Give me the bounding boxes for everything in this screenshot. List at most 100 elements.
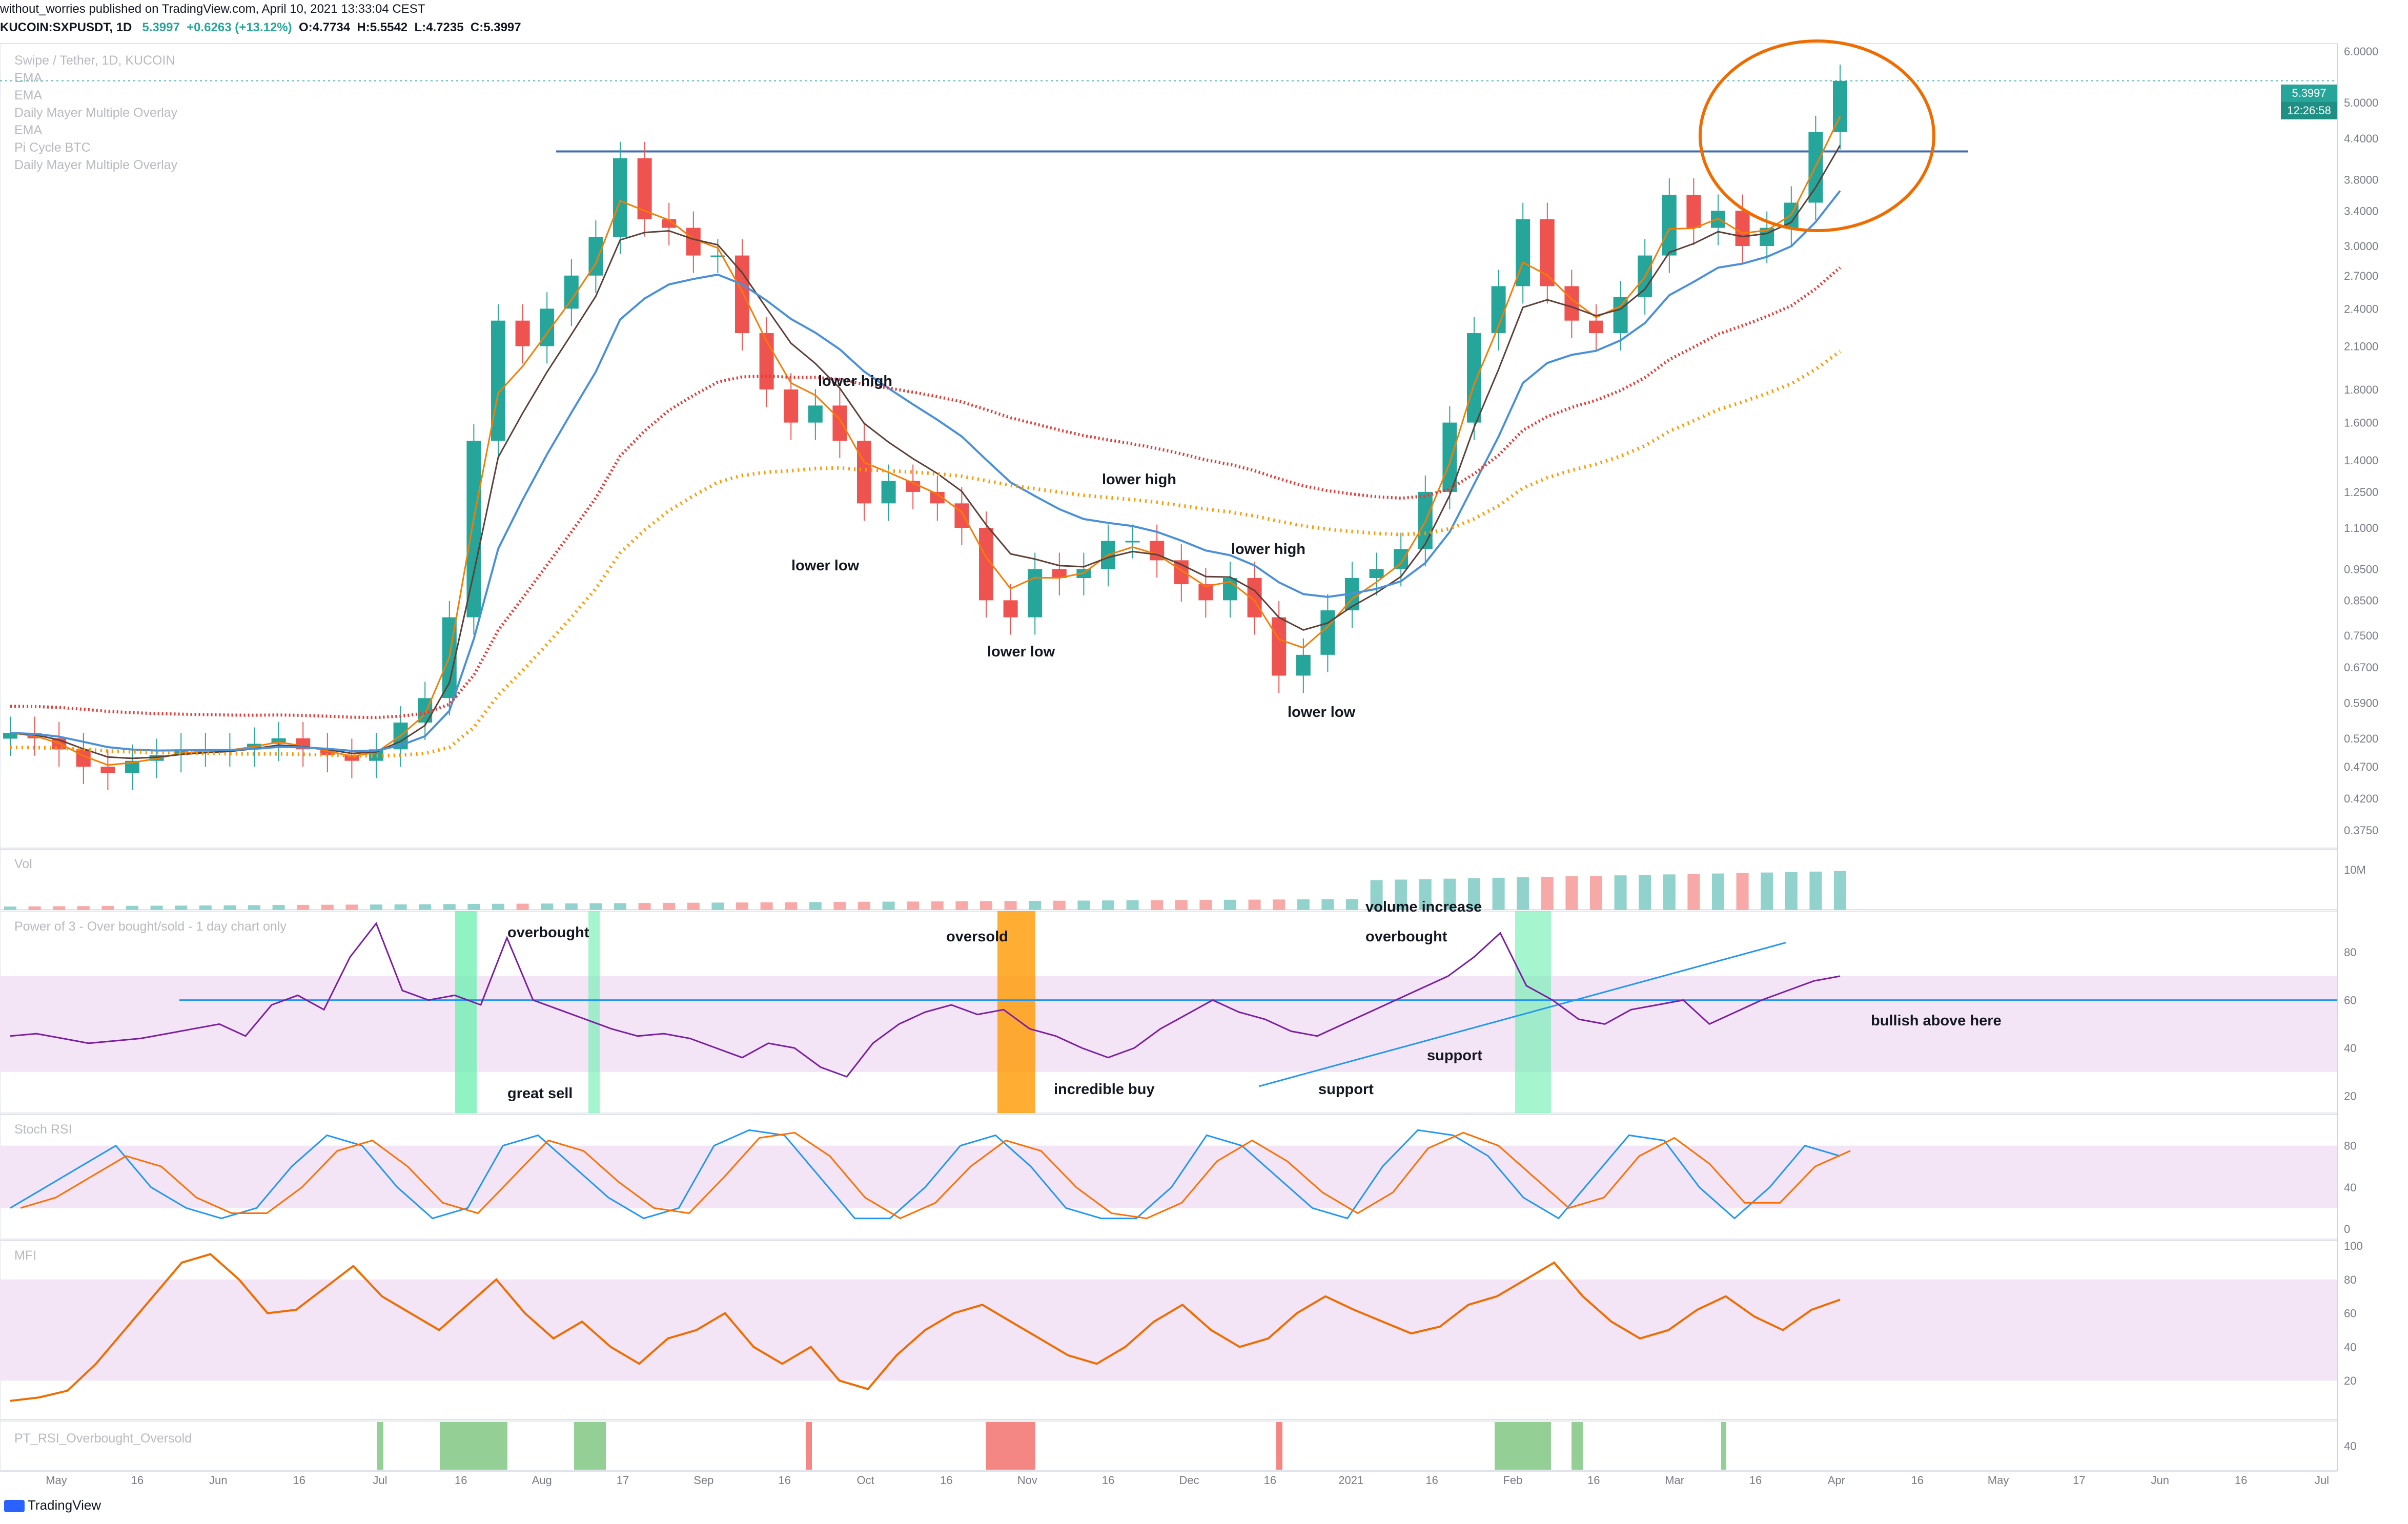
- candle-body: [1272, 617, 1287, 676]
- mfi-pane-title: MFI: [14, 1248, 37, 1263]
- candle-body: [686, 228, 701, 256]
- price-tick-label: 5.0000: [2344, 96, 2378, 109]
- candle-body: [1686, 195, 1701, 228]
- volume-bar: [248, 905, 260, 910]
- time-tick-label: Oct: [856, 1474, 874, 1487]
- volume-bar: [1395, 879, 1407, 910]
- candle-body: [174, 749, 189, 755]
- volume-bar: [809, 902, 822, 910]
- volume-bar: [565, 903, 578, 910]
- volume-bar: [1541, 876, 1554, 910]
- legend-pi-cycle[interactable]: Pi Cycle BTC: [14, 140, 91, 155]
- price-tick-label: 6.0000: [2344, 45, 2378, 58]
- candle-body: [906, 481, 921, 492]
- candle-body: [1125, 541, 1140, 543]
- volume-bar: [980, 901, 992, 910]
- annotation-oversold: oversold: [946, 929, 1008, 945]
- time-tick-label: 16: [940, 1474, 952, 1487]
- ptrsi-signal-bar: [986, 1422, 1035, 1470]
- candle-body: [857, 441, 871, 504]
- time-tick-label: Aug: [532, 1474, 552, 1487]
- volume-bar: [882, 901, 895, 910]
- price-tick-label: 0.7500: [2344, 629, 2378, 642]
- volume-bar: [1834, 871, 1846, 910]
- volume-bar: [297, 904, 310, 910]
- volume-bar: [345, 904, 358, 910]
- legend-ema-1[interactable]: EMA: [14, 71, 43, 85]
- candle-body: [1003, 600, 1018, 617]
- legend-mayer-1[interactable]: Daily Mayer Multiple Overlay: [14, 106, 178, 120]
- stoch-pane-title: Stoch RSI: [14, 1122, 72, 1137]
- time-tick-label: 16: [293, 1474, 305, 1487]
- ptrsi-signal-bar: [440, 1422, 507, 1470]
- tradingview-footer[interactable]: TradingView: [4, 1497, 101, 1513]
- pane-vol: [0, 849, 2338, 910]
- volume-bar: [1224, 899, 1236, 910]
- low-value: L:4.7235: [414, 20, 464, 34]
- time-tick-label: Jun: [2151, 1474, 2169, 1487]
- mfi-line: [10, 1253, 1841, 1402]
- volume-bar: [126, 905, 138, 910]
- annotation-lower-low: lower low: [987, 644, 1055, 660]
- annotation-lower-low: lower low: [1288, 704, 1356, 720]
- volume-bar: [370, 904, 382, 910]
- candle-body: [320, 749, 335, 755]
- candle-body: [1589, 320, 1603, 334]
- time-tick-label: May: [46, 1474, 67, 1487]
- candle-body: [100, 767, 115, 773]
- volume-bar: [4, 907, 16, 910]
- volume-bar: [760, 902, 773, 910]
- mayer-orange-line: [10, 349, 1842, 758]
- candle-body: [271, 738, 286, 744]
- volume-bar: [1492, 877, 1505, 910]
- mfi-tick-label: 100: [2344, 1240, 2363, 1252]
- ptrsi-signal-bar: [1495, 1422, 1551, 1470]
- countdown-tag: 12:26:58: [2281, 102, 2337, 119]
- time-tick-label: 16: [455, 1474, 467, 1487]
- price-tick-label: 3.8000: [2344, 173, 2378, 186]
- volume-bar: [419, 904, 432, 910]
- annotation-bullish: bullish above here: [1871, 1013, 2002, 1029]
- last-price: 5.3997: [142, 20, 180, 34]
- volume-bar: [1126, 900, 1139, 910]
- candle-body: [710, 255, 725, 257]
- volume-bar: [394, 904, 407, 910]
- price-tick-label: 1.4000: [2344, 454, 2378, 467]
- candle-body: [808, 405, 823, 423]
- volume-bar: [1248, 899, 1261, 910]
- legend-ema-2[interactable]: EMA: [14, 88, 43, 102]
- candle-body: [1662, 195, 1677, 256]
- volume-bar: [175, 905, 188, 910]
- time-tick-label: Dec: [1179, 1474, 1199, 1487]
- highlight-overbought: [455, 911, 477, 1113]
- volume-bar: [541, 903, 554, 910]
- ema-slow-line: [10, 190, 1841, 752]
- highlight-circle: [1699, 39, 1935, 232]
- mfi-band: [0, 1279, 2337, 1381]
- legend-series[interactable]: Swipe / Tether, 1D, KUCOIN: [14, 53, 175, 68]
- price-tick-label: 2.4000: [2344, 302, 2378, 315]
- volume-bar: [1761, 872, 1773, 910]
- candle-body: [954, 503, 969, 528]
- volume-bar: [1468, 878, 1480, 910]
- annotation-lower-high: lower high: [818, 373, 892, 389]
- volume-bar: [687, 902, 700, 910]
- legend-mayer-2[interactable]: Daily Mayer Multiple Overlay: [14, 158, 178, 172]
- open-value: O:4.7734: [298, 20, 351, 34]
- volume-bar: [199, 905, 212, 910]
- candle-body: [735, 255, 749, 334]
- volume-bar: [321, 904, 334, 910]
- time-tick-label: 17: [617, 1474, 629, 1487]
- pane-pt: [0, 1420, 2338, 1471]
- mfi-tick-label: 40: [2344, 1341, 2356, 1353]
- legend-ema-3[interactable]: EMA: [14, 123, 43, 137]
- volume-bar: [785, 902, 798, 910]
- price-tick-label: 2.7000: [2344, 270, 2378, 282]
- close-value: C:5.3997: [470, 20, 521, 34]
- candle-body: [344, 755, 359, 761]
- ptrsi-signal-bar: [1572, 1422, 1583, 1470]
- time-tick-label: Jun: [209, 1474, 227, 1487]
- stoch-tick-label: 80: [2344, 1140, 2356, 1152]
- volume-bar: [1809, 871, 1822, 910]
